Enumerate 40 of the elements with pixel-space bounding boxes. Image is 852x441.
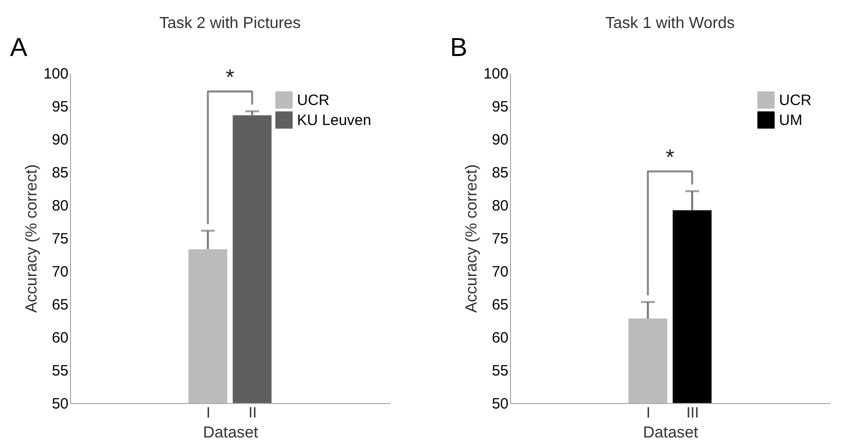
x-tick-label: III	[686, 404, 699, 422]
y-tick-label: 70	[492, 264, 508, 280]
x-axis-title: Dataset	[642, 424, 699, 441]
chart-title: Task 1 with Words	[605, 15, 735, 32]
annotation: *	[666, 144, 675, 170]
y-axis-title: Accuracy (% correct)	[463, 164, 480, 313]
y-tick-label: 50	[52, 396, 68, 412]
y-tick-label: 85	[52, 164, 68, 182]
x-tick-label: II	[248, 404, 257, 422]
y-tick-label: 50	[492, 396, 508, 412]
y-tick-label: 90	[492, 132, 508, 148]
text: B	[450, 32, 468, 62]
x-tick-label: I	[206, 404, 210, 422]
y-tick-label: 75	[492, 230, 508, 248]
y-tick-label: 95	[52, 98, 68, 116]
y-tick-label: 65	[492, 296, 508, 314]
legend-label: KU Leuven	[297, 112, 372, 129]
y-tick-label: 80	[492, 198, 508, 214]
y-tick-label: 90	[52, 132, 68, 148]
y-tick-label: 80	[52, 198, 68, 214]
y-tick-label: 95	[492, 98, 508, 116]
y-tick-label: 60	[52, 330, 68, 346]
legend-label: UM	[779, 112, 802, 129]
y-tick-label: 60	[492, 330, 508, 346]
y-tick-label: 85	[492, 164, 508, 182]
y-tick-label: 65	[52, 296, 68, 314]
x-axis-title: Dataset	[202, 424, 259, 441]
y-tick-label: 70	[52, 264, 68, 280]
chart-title: Task 2 with Pictures	[159, 15, 301, 32]
y-tick-label: 55	[492, 362, 508, 380]
y-tick-label: 100	[483, 66, 508, 82]
y-tick-label: 100	[43, 66, 68, 82]
y-axis-title: Accuracy (% correct)	[23, 164, 40, 313]
y-tick-label: 55	[52, 362, 68, 380]
legend-label: UCR	[297, 92, 330, 109]
x-tick-label: I	[646, 404, 650, 422]
legend-label: UCR	[779, 92, 812, 109]
text: A	[10, 32, 28, 62]
y-tick-label: 75	[52, 230, 68, 248]
annotation: *	[226, 64, 235, 90]
